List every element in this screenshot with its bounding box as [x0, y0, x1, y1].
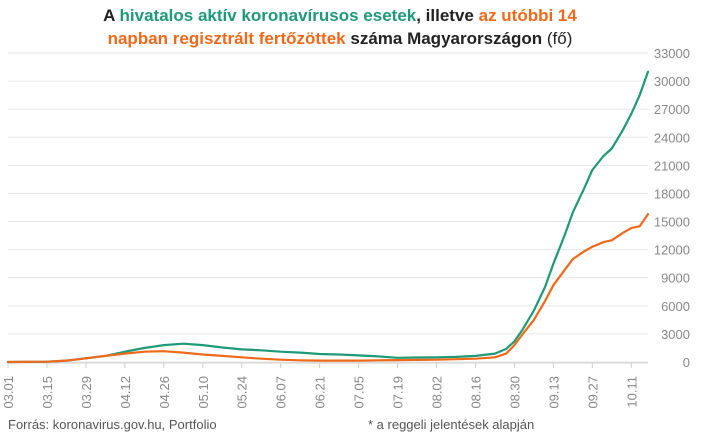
title-14day-cases-label-part1: az utóbbi 14 — [478, 6, 577, 25]
x-tick-label: 03.15 — [40, 376, 55, 409]
title-active-cases-label: hivatalos aktív koronavírusos esetek — [119, 6, 417, 25]
x-tick-label: 03.01 — [1, 376, 16, 409]
chart-title-line-1: A hivatalos aktív koronavírusos esetek, … — [0, 4, 680, 27]
x-tick-label: 04.12 — [118, 376, 133, 409]
title-text-b: , illetve — [416, 6, 479, 25]
y-tick-label: 0 — [683, 355, 690, 370]
y-tick-label: 15000 — [654, 215, 690, 230]
grid-lines — [7, 52, 648, 368]
x-tick-label: 08.02 — [430, 376, 445, 409]
x-tick-label: 09.27 — [585, 376, 600, 409]
y-tick-label: 3000 — [661, 327, 690, 342]
chart-title: A hivatalos aktív koronavírusos esetek, … — [0, 4, 680, 50]
y-tick-label: 12000 — [654, 243, 690, 258]
source-note: Forrás: koronavirus.gov.hu, Portfolio — [8, 417, 217, 432]
y-tick-label: 30000 — [654, 74, 690, 89]
y-tick-label: 18000 — [654, 186, 690, 201]
x-tick-label: 07.05 — [352, 376, 367, 409]
y-tick-label: 33000 — [654, 46, 690, 61]
title-text-c: száma Magyarországon — [345, 29, 547, 48]
title-text-a: A — [103, 6, 120, 25]
y-tick-label: 27000 — [654, 102, 690, 117]
x-tick-label: 10.11 — [624, 376, 639, 408]
y-tick-label: 21000 — [654, 158, 690, 173]
y-tick-label: 24000 — [654, 130, 690, 145]
title-unit: (fő) — [546, 29, 573, 48]
y-axis-tick-labels: 0 3000 6000 9000 12000 15000 18000 21000 24000 27… — [654, 46, 690, 370]
title-14day-cases-label-part2: napban regisztrált fertőzöttek — [107, 29, 346, 48]
series-lines — [6, 70, 650, 364]
chart-title-line-2: napban regisztrált fertőzöttek száma Mag… — [0, 27, 680, 50]
series-line-cases14 — [6, 213, 650, 364]
x-axis-tick-labels: 03.01 03.15 03.29 04.12 04.26 05.10 05.24 06.07… — [1, 376, 639, 409]
y-tick-label: 9000 — [661, 271, 690, 286]
footnote: * a reggeli jelentések alapján — [368, 417, 535, 432]
y-tick-label: 6000 — [661, 299, 690, 314]
x-tick-label: 05.24 — [235, 376, 250, 409]
x-tick-label: 05.10 — [196, 376, 211, 409]
series-line-active — [6, 70, 650, 364]
x-tick-label: 08.30 — [507, 376, 522, 409]
x-tick-label: 08.16 — [468, 376, 483, 409]
x-tick-label: 06.07 — [274, 376, 289, 409]
x-tick-label: 04.26 — [157, 376, 172, 409]
x-tick-label: 03.29 — [79, 376, 94, 409]
x-tick-label: 07.19 — [391, 376, 406, 409]
x-tick-label: 06.21 — [313, 376, 328, 409]
x-tick-label: 09.13 — [546, 376, 561, 409]
